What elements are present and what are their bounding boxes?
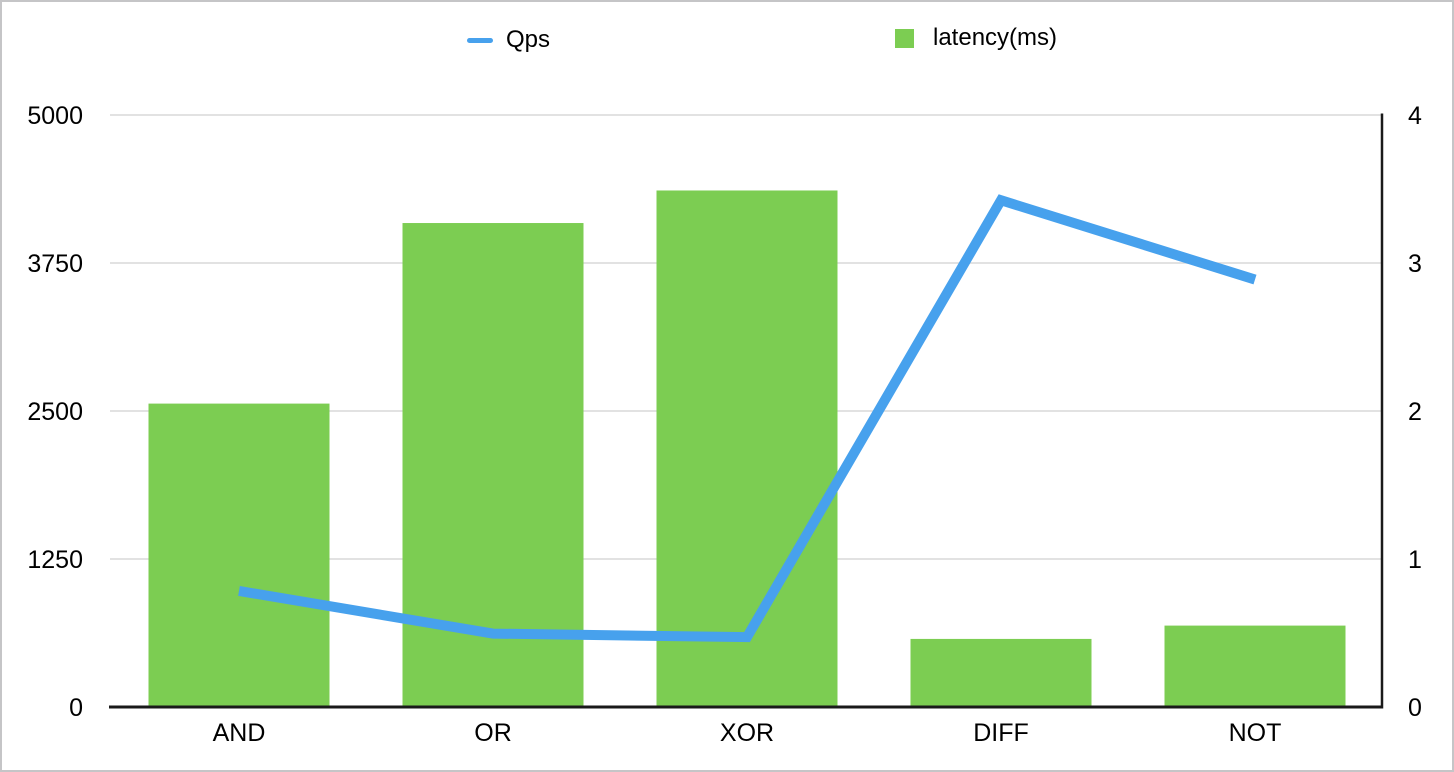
qps-line-legend-marker <box>467 37 493 43</box>
x-axis-label-OR: OR <box>474 719 512 747</box>
left-axis-tick-5000: 5000 <box>27 102 83 130</box>
legend-item-qps: Qps <box>467 27 550 53</box>
left-axis-tick-0: 0 <box>69 694 83 722</box>
legend-item-latency: latency(ms) <box>895 25 1057 51</box>
latency-bar-XOR <box>656 190 838 708</box>
right-axis-tick-2: 2 <box>1408 398 1422 426</box>
x-axis-label-DIFF: DIFF <box>973 719 1029 747</box>
latency-bar-NOT <box>1164 625 1346 707</box>
left-axis-tick-2500: 2500 <box>27 398 83 426</box>
qps-line <box>238 194 1257 643</box>
right-axis-tick-3: 3 <box>1408 250 1422 278</box>
x-axis-label-NOT: NOT <box>1229 719 1282 747</box>
right-axis-tick-4: 4 <box>1408 102 1422 130</box>
qps-legend-label: Qps <box>506 26 551 53</box>
right-axis-tick-1: 1 <box>1408 546 1422 574</box>
x-axis-label-AND: AND <box>213 719 266 747</box>
left-axis-tick-3750: 3750 <box>27 250 83 278</box>
latency-bar-legend-marker <box>895 28 914 48</box>
right-axis-tick-0: 0 <box>1408 694 1422 722</box>
latency-legend-label: latency(ms) <box>933 24 1058 51</box>
latency-bar-AND <box>148 403 330 707</box>
latency-bar-DIFF <box>910 638 1092 707</box>
left-axis-tick-1250: 1250 <box>27 546 83 574</box>
x-axis-label-XOR: XOR <box>720 719 774 747</box>
